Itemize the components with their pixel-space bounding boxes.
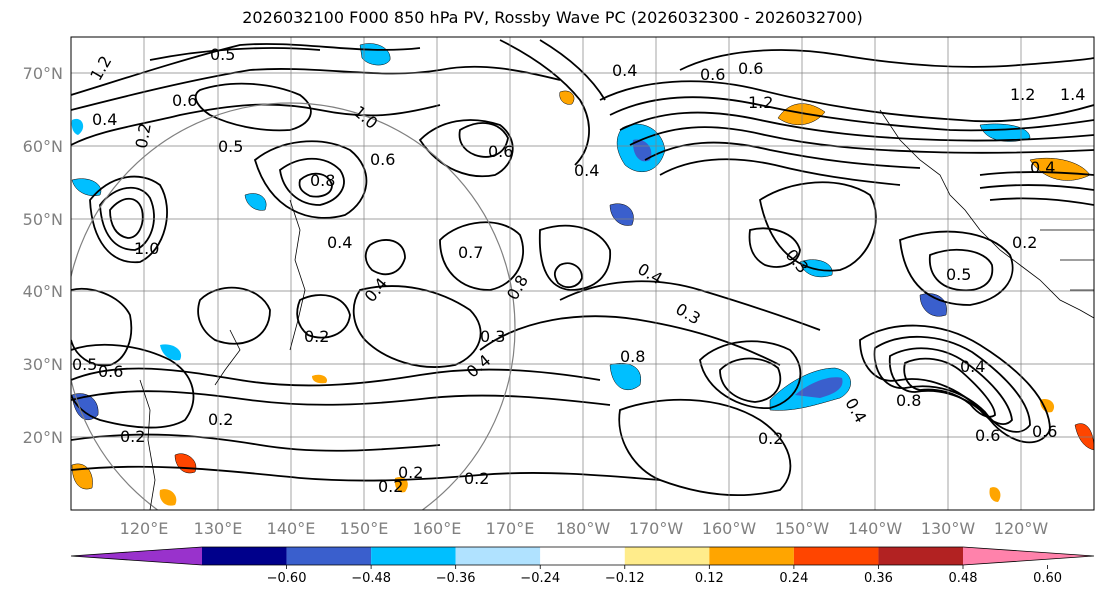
contour-label: 0.8 xyxy=(896,391,921,410)
lon-label: 170°W xyxy=(629,519,684,538)
lon-label: 130°E xyxy=(194,519,243,538)
lat-label-40n: 40°N xyxy=(23,282,63,301)
colorbar-tick-label: −0.36 xyxy=(436,571,476,586)
contour-label: 1.0 xyxy=(134,239,159,258)
colorbar-segment xyxy=(371,547,456,565)
colorbar-tick-label: 0.36 xyxy=(864,571,893,586)
lon-label: 180°W xyxy=(556,519,611,538)
contour-label: 1.4 xyxy=(1060,85,1085,104)
map-title: 2026032100 F000 850 hPa PV, Rossby Wave … xyxy=(242,8,863,27)
lon-label: 120°E xyxy=(120,519,169,538)
lon-label: 160°E xyxy=(413,519,462,538)
contour-label: 0.2 xyxy=(464,469,489,488)
lat-label-70n: 70°N xyxy=(23,64,63,83)
contour-label: 0.6 xyxy=(488,142,513,161)
pv-contours xyxy=(71,39,1094,497)
lat-label-60n: 60°N xyxy=(23,137,63,156)
colorbar-segment xyxy=(540,547,625,565)
colorbar-tick-label: 0.48 xyxy=(949,571,978,586)
lat-lon-grid xyxy=(71,37,1094,510)
colorbar-segment xyxy=(624,547,710,565)
contour-label: 0.2 xyxy=(378,477,403,496)
colorbar-segment xyxy=(793,547,879,565)
colorbar-segment xyxy=(455,547,541,565)
colorbar: −0.60 −0.48 −0.36 −0.24 −0.12 0.12 0.24 0.36 0.4… xyxy=(70,546,1095,586)
lat-label-20n: 20°N xyxy=(23,428,63,447)
contour-label: 0.8 xyxy=(620,347,645,366)
contour-label: 0.8 xyxy=(310,171,335,190)
contour-label: 0.5 xyxy=(72,355,97,374)
lon-label: 160°W xyxy=(702,519,757,538)
contour-label: 0.6 xyxy=(98,362,123,381)
colorbar-tick-label: −0.12 xyxy=(605,571,645,586)
contour-label: 0.3 xyxy=(480,327,505,346)
colorbar-segment xyxy=(709,547,794,565)
contour-label: 0.2 xyxy=(304,327,329,346)
contour-label: 0.6 xyxy=(975,426,1000,445)
contour-label: 0.4 xyxy=(327,233,352,252)
longitude-labels: 120°E 130°E 140°E 150°E 160°E 170°E 180°… xyxy=(120,519,1049,538)
contour-label: 0.2 xyxy=(208,410,233,429)
contour-label: 0.4 xyxy=(1030,158,1055,177)
lon-label: 150°W xyxy=(775,519,830,538)
contour-label: 0.4 xyxy=(92,110,117,129)
contour-label: 0.6 xyxy=(738,59,763,78)
colorbar-extend-low xyxy=(71,547,202,565)
colorbar-extend-high xyxy=(963,547,1094,565)
contour-label: 0.6 xyxy=(370,150,395,169)
colorbar-outline xyxy=(70,546,1095,566)
lon-label: 150°E xyxy=(340,519,389,538)
contour-label: 0.4 xyxy=(612,61,637,80)
contour-label: 0.6 xyxy=(700,65,725,84)
lon-label: 170°E xyxy=(486,519,535,538)
colorbar-tick-label: −0.60 xyxy=(267,571,307,586)
contour-label: 0.5 xyxy=(218,137,243,156)
contour-label: 0.5 xyxy=(210,45,235,64)
lat-label-30n: 30°N xyxy=(23,355,63,374)
lon-label: 130°W xyxy=(921,519,976,538)
coastlines xyxy=(139,109,1094,510)
contour-label: 1.2 xyxy=(1010,85,1035,104)
colorbar-segment xyxy=(878,547,963,565)
contour-label: 0.2 xyxy=(120,427,145,446)
lat-label-50n: 50°N xyxy=(23,210,63,229)
colorbar-tick-label: 0.12 xyxy=(695,571,724,586)
colorbar-tick-label: −0.24 xyxy=(520,571,560,586)
contour-label: 0.7 xyxy=(458,243,483,262)
colorbar-tick-label: 0.24 xyxy=(779,571,808,586)
contour-label: 0.2 xyxy=(758,429,783,448)
map-frame xyxy=(70,36,1095,511)
colorbar-segment xyxy=(202,547,287,565)
contour-label: 0.2 xyxy=(1012,233,1037,252)
lon-label: 120°W xyxy=(994,519,1049,538)
lon-label: 140°W xyxy=(848,519,903,538)
contour-label: 0.4 xyxy=(960,357,985,376)
contour-label: 0.2 xyxy=(398,463,423,482)
latitude-labels: 70°N 60°N 50°N 40°N 30°N 20°N xyxy=(23,64,63,447)
contour-label: 0.4 xyxy=(574,161,599,180)
colorbar-tick-label: 0.60 xyxy=(1033,571,1062,586)
contour-label: 1.2 xyxy=(748,93,773,112)
colorbar-tick-label: −0.48 xyxy=(351,571,391,586)
contour-label: 0.2 xyxy=(132,122,155,150)
lon-label: 140°E xyxy=(267,519,316,538)
map-area xyxy=(71,37,1094,510)
colorbar-segment xyxy=(286,547,372,565)
contour-label: 0.6 xyxy=(1032,422,1057,441)
contour-label: 0.6 xyxy=(172,91,197,110)
contour-label: 0.5 xyxy=(946,265,971,284)
